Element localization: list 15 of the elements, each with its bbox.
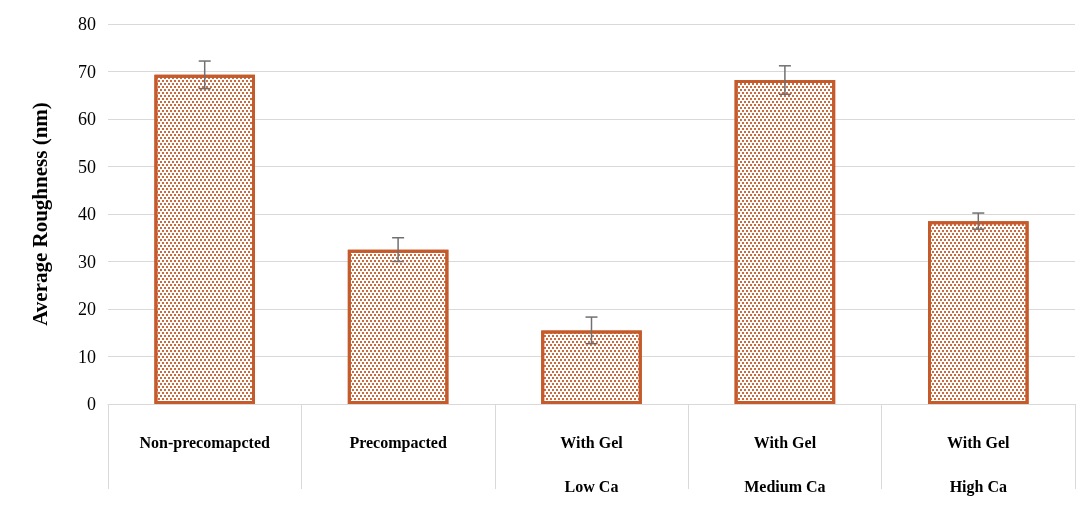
y-tick-label: 10 <box>78 346 96 367</box>
y-tick-label: 20 <box>78 299 96 319</box>
y-tick-label: 50 <box>78 156 96 177</box>
y-tick-label: 80 <box>78 14 96 34</box>
y-tick-label: 60 <box>78 109 96 129</box>
category-label: With Gel High Ca <box>947 433 1010 495</box>
category-label: With Gel Low Ca <box>560 433 623 495</box>
x-tick-label: Non-precomapcted <box>139 433 270 452</box>
y-tick-label: 40 <box>78 204 96 224</box>
y-tick-label: 70 <box>78 61 96 82</box>
y-tick-label: 0 <box>87 394 96 414</box>
x-tick-label: Precompacted <box>349 433 447 452</box>
category-label: With Gel Medium Ca <box>744 433 826 495</box>
y-tick-label: 30 <box>78 251 96 272</box>
y-axis-title: Average Roughness (nm) <box>27 102 52 326</box>
